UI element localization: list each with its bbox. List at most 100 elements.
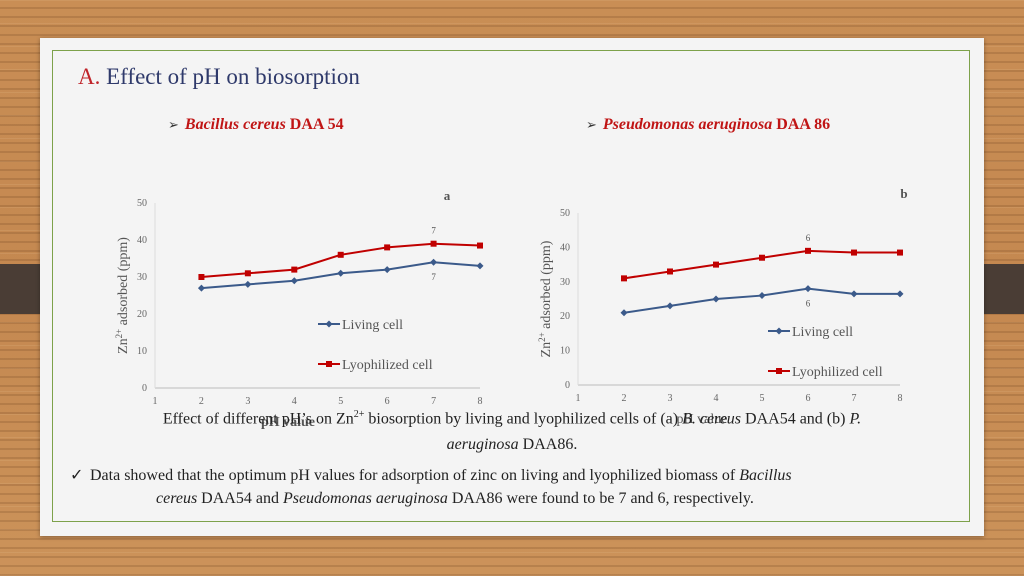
x-tick-label: 2: [622, 393, 627, 404]
bullet-text-3: DAA86 were found to be 7 and 6, respecti…: [447, 490, 754, 507]
caption-sup: 2+: [353, 409, 365, 420]
title-text: Effect of pH on biosorption: [106, 64, 360, 89]
data-point-lyophilized: [667, 268, 673, 275]
bullet-text-2: DAA54 and: [197, 490, 283, 507]
data-point-living: [290, 277, 298, 285]
x-tick-label: 2: [199, 396, 204, 407]
legend-label: Living cell: [792, 325, 853, 340]
x-tick-label: 1: [576, 393, 581, 404]
y-tick-label: 40: [137, 235, 147, 246]
legend-marker-living: [775, 327, 783, 335]
bullet-species-2: Pseudomonas aeruginosa: [282, 490, 448, 507]
legend-label: Lyophilized cell: [342, 358, 433, 373]
x-axis-label: pH value: [677, 412, 728, 427]
data-point-lyophilized: [759, 254, 765, 261]
caption-species-2a: P.: [849, 410, 862, 428]
data-label: 7: [431, 272, 436, 282]
legend-label: Lyophilized cell: [792, 365, 883, 380]
legend-marker-lyophilized: [326, 361, 332, 367]
subhead-right-strain: DAA 86: [776, 116, 831, 133]
y-axis-label: Zn2+ adsorbed (ppm): [537, 240, 554, 357]
data-point-living: [430, 258, 438, 266]
y-tick-label: 50: [137, 198, 147, 209]
chart-b: 0 10 20 30 40 50 1 2 3 4 5 6 7 8 Zn2+ adsorbed (ppm) pH…: [537, 186, 908, 427]
caption-text-1: Effect of different pH’s on Zn: [162, 410, 354, 428]
bullet-line-2: cereus DAA54 and Pseudomonas aeruginosa …: [70, 487, 950, 510]
y-tick-label: 20: [560, 311, 570, 322]
data-point-living: [337, 269, 345, 277]
panel-label: a: [444, 188, 451, 203]
data-point-living: [197, 284, 205, 292]
data-point-lyophilized: [430, 240, 437, 247]
data-point-lyophilized: [621, 275, 627, 282]
arrow-bullet-icon: ➢: [586, 117, 597, 132]
data-point-lyophilized: [477, 242, 483, 249]
x-tick-label: 6: [806, 393, 811, 404]
x-tick-label: 7: [852, 393, 857, 404]
data-point-living: [804, 285, 812, 293]
y-tick-label: 50: [560, 208, 570, 219]
x-tick-label: 4: [714, 393, 719, 404]
checkmark-icon: ✓: [70, 467, 84, 484]
y-tick-label: 30: [560, 277, 570, 288]
data-point-lyophilized: [713, 261, 719, 268]
slide: A. Effect of pH on biosorption ➢ Bacillus…: [40, 38, 984, 536]
data-point-living: [244, 280, 252, 288]
x-tick-label: 3: [245, 396, 250, 407]
data-point-living: [850, 290, 858, 298]
figure-caption: Effect of different pH’s on Zn2+ biosorp…: [80, 402, 944, 458]
panel-label: b: [900, 186, 907, 201]
x-tick-label: 1: [153, 396, 158, 407]
x-tick-label: 6: [385, 396, 390, 407]
slide-frame: [52, 50, 970, 522]
data-point-living: [620, 309, 628, 317]
y-tick-label: 10: [560, 346, 570, 357]
data-point-lyophilized: [291, 266, 298, 273]
arrow-bullet-icon: ➢: [168, 117, 179, 132]
legend-marker-living: [325, 320, 333, 328]
y-tick-label: 30: [137, 272, 147, 283]
data-label: 7: [431, 226, 436, 236]
data-point-lyophilized: [384, 244, 391, 251]
conclusion-bullet: ✓ Data showed that the optimum pH values …: [70, 464, 950, 510]
chart-a: 0 10 20 30 40 50 1 2 3 4 5 6 7 8 Zn2+ adsorbed (ppm) pH…: [114, 188, 484, 430]
data-point-lyophilized: [805, 247, 811, 254]
caption-text-3: DAA54 and (b): [741, 410, 850, 428]
x-tick-label: 5: [760, 393, 765, 404]
data-point-lyophilized: [897, 249, 903, 256]
data-point-lyophilized: [337, 251, 344, 258]
subhead-right-species: Pseudomonas aeruginosa: [602, 116, 773, 133]
x-tick-label: 7: [431, 396, 436, 407]
bullet-species-1b: cereus: [156, 490, 198, 507]
bullet-species-1a: Bacillus: [739, 467, 792, 484]
data-label: 6: [806, 299, 811, 309]
data-point-lyophilized: [244, 270, 251, 277]
legend-marker-lyophilized: [776, 368, 782, 374]
caption-species-1: B. cereus: [682, 410, 742, 428]
data-point-lyophilized: [851, 249, 857, 256]
x-tick-label: 8: [898, 393, 903, 404]
subhead-pseudomonas: ➢ Pseudomonas aeruginosa DAA 86: [586, 116, 830, 134]
y-tick-label: 10: [137, 346, 147, 357]
bullet-text-1: Data showed that the optimum pH values f…: [90, 467, 740, 484]
y-tick-label: 0: [142, 383, 147, 394]
x-tick-label: 8: [478, 396, 483, 407]
subhead-left-species: Bacillus cereus: [184, 116, 286, 133]
data-point-living: [383, 266, 391, 274]
y-tick-label: 0: [565, 380, 570, 391]
x-tick-label: 3: [668, 393, 673, 404]
data-point-lyophilized: [198, 274, 205, 280]
data-point-living: [712, 295, 720, 303]
x-tick-label: 5: [338, 396, 343, 407]
data-point-living: [896, 290, 904, 298]
title-marker: A.: [78, 64, 101, 89]
data-point-living: [666, 302, 674, 310]
y-tick-label: 20: [137, 309, 147, 320]
caption-species-2b: aeruginosa: [446, 436, 519, 454]
subhead-left-strain: DAA 54: [289, 116, 344, 133]
x-axis-label: pH value: [261, 415, 315, 430]
x-tick-label: 4: [292, 396, 297, 407]
data-point-living: [758, 292, 766, 300]
data-point-living: [476, 262, 484, 270]
slide-title: A. Effect of pH on biosorption: [78, 64, 360, 90]
